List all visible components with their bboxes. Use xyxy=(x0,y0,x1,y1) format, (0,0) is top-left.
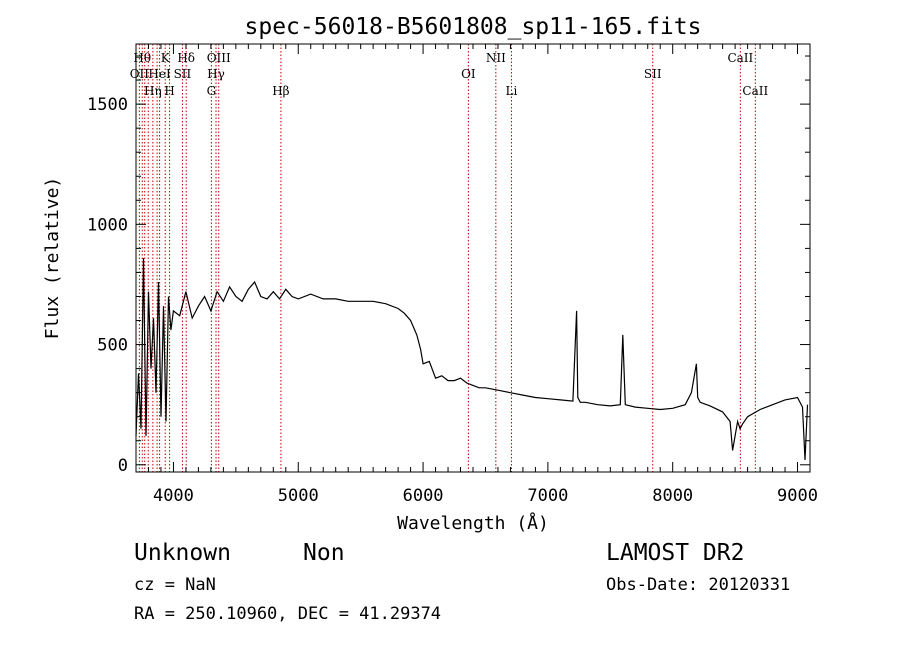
line-label: Li xyxy=(506,84,518,98)
line-label: SII xyxy=(174,67,192,81)
chart-title: spec-56018-B5601808_sp11-165.fits xyxy=(245,14,702,40)
y-axis: 0 500 1000 1500 xyxy=(87,55,810,476)
line-label: OI xyxy=(461,67,476,81)
line-label: CaII xyxy=(742,84,768,98)
line-label: Hγ xyxy=(207,67,225,81)
y-tick-label: 0 xyxy=(118,456,128,476)
plot-frame xyxy=(135,43,811,473)
x-tick-label: 7000 xyxy=(527,486,568,506)
spectrum-series-line xyxy=(135,257,809,461)
line-label: SII xyxy=(644,67,662,81)
line-label: HeI xyxy=(148,67,171,81)
x-tick-label: 4000 xyxy=(153,486,194,506)
line-label: G xyxy=(207,84,217,98)
x-tick-label: 5000 xyxy=(278,486,319,506)
line-label: Hη xyxy=(144,84,162,98)
x-axis: 4000 5000 6000 7000 8000 9000 xyxy=(135,44,818,506)
y-axis-label: Flux (relative) xyxy=(42,177,63,340)
line-label: Hθ xyxy=(133,51,151,65)
survey-text: LAMOST DR2 xyxy=(606,540,744,566)
line-label: K xyxy=(161,51,171,65)
x-tick-label: 8000 xyxy=(652,486,693,506)
class-text: Unknown xyxy=(134,540,231,566)
x-tick-label: 6000 xyxy=(403,486,444,506)
cz-text: cz = NaN xyxy=(134,575,216,595)
coords-text: RA = 250.10960, DEC = 41.29374 xyxy=(134,604,441,624)
line-label: OII xyxy=(130,67,150,81)
line-label: NII xyxy=(486,51,506,65)
x-axis-label: Wavelength (Å) xyxy=(397,512,549,534)
y-tick-label: 1500 xyxy=(87,95,128,115)
y-tick-label: 500 xyxy=(97,336,128,356)
obs-date-text: Obs-Date: 20120331 xyxy=(606,575,790,595)
line-label: Hδ xyxy=(177,51,195,65)
line-label: OIII xyxy=(207,51,231,65)
emission-line-markers xyxy=(138,44,756,472)
line-label: CaII xyxy=(727,51,753,65)
y-tick-label: 1000 xyxy=(87,215,128,235)
x-tick-label: 9000 xyxy=(777,486,818,506)
line-label: Hβ xyxy=(272,84,289,98)
subclass-text: Non xyxy=(303,540,345,566)
line-label: H xyxy=(164,84,174,98)
emission-line-labels: OIIHθHηHeIKHSIIHδGHγOIIIHβOINIILiSIICaII… xyxy=(130,51,769,98)
